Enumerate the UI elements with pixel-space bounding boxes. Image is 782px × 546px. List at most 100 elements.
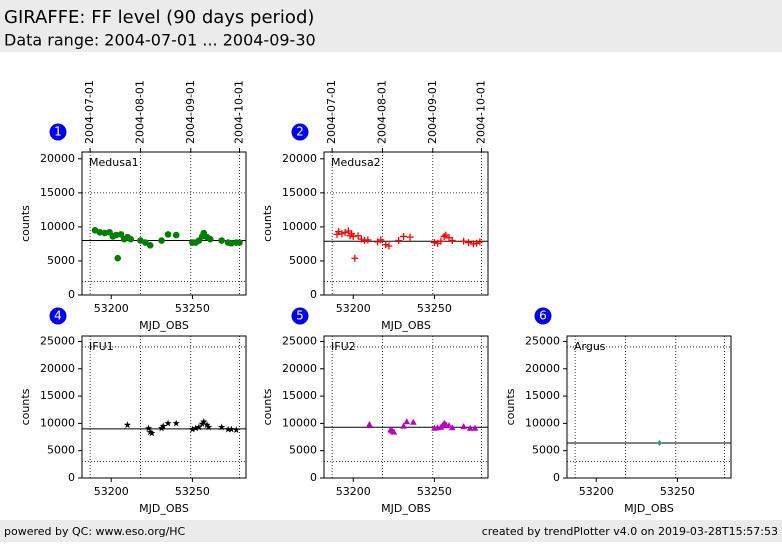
y-tick-label: 20000 [40,152,75,165]
point [364,236,372,244]
point [232,426,240,434]
point [385,242,393,250]
point [377,236,385,244]
y-tick-label: 10000 [282,416,317,429]
date-tick-label: 2004-07-01 [325,80,338,144]
point [195,423,203,431]
point [203,421,211,429]
y-axis-label: counts [261,205,274,242]
panel-number: 1 [54,125,62,139]
point [192,424,200,432]
y-tick-label: 5000 [47,254,75,267]
y-tick-label: 25000 [282,334,317,347]
panel-number: 6 [539,309,547,323]
point [460,237,468,245]
y-tick-label: 15000 [282,186,317,199]
point [476,238,484,246]
point [361,237,369,245]
y-tick-label: 15000 [40,389,75,402]
point [354,232,362,240]
point [448,424,456,431]
x-tick-label: 53250 [175,485,210,498]
point [146,428,154,436]
x-tick-label: 53200 [336,485,371,498]
point [205,423,213,431]
point [351,254,359,262]
point [218,423,226,431]
plot-frame [81,151,247,296]
point [236,239,243,246]
x-axis-label: MJD_OBS [139,502,189,515]
point [445,422,453,429]
point [448,237,456,245]
point [227,425,235,433]
point [403,418,411,425]
y-axis-label: counts [19,205,32,242]
y-tick-label: 10000 [282,220,317,233]
point [148,429,156,437]
footer-right: created by trendPlotter v4.0 on 2019-03-… [482,525,778,538]
panel-label: Medusa2 [331,156,381,169]
point [200,417,208,425]
point [400,232,408,240]
y-tick-label: 0 [68,471,75,484]
point [96,229,104,236]
x-tick-label: 53250 [660,485,695,498]
panel-number: 4 [54,309,62,323]
point [341,228,349,236]
y-axis-label: counts [261,388,274,425]
point [466,424,474,431]
point [440,232,448,240]
x-tick-label: 53200 [336,302,371,315]
point [158,237,165,244]
point [465,239,473,247]
panel-badge [291,123,309,141]
point [338,230,346,238]
point [224,425,232,433]
panel-number: 2 [296,125,304,139]
panel-label: IFU1 [89,340,114,353]
y-tick-label: 15000 [40,186,75,199]
y-axis-label: counts [19,388,32,425]
panel-number: 5 [296,309,304,323]
y-tick-label: 5000 [47,444,75,457]
plot-frame [566,335,732,479]
point [172,419,180,427]
y-tick-label: 0 [553,471,560,484]
point [123,421,132,429]
point [101,229,109,237]
point [390,428,398,435]
point [142,239,149,246]
point [366,420,373,427]
point [460,423,467,430]
point [144,424,153,432]
point [473,239,481,247]
date-tick-label: 2004-08-01 [375,80,388,144]
point [228,239,235,247]
x-tick-label: 53200 [579,485,614,498]
point [430,239,438,247]
plot-frame [81,335,247,479]
point [357,235,365,243]
y-tick-label: 10000 [40,416,75,429]
y-tick-label: 20000 [525,362,560,375]
y-tick-label: 5000 [289,254,317,267]
y-tick-label: 15000 [282,389,317,402]
y-tick-label: 5000 [532,444,560,457]
point [146,241,154,249]
date-tick-label: 2004-09-01 [184,80,197,144]
point [406,233,414,241]
x-axis-label: MJD_OBS [381,319,431,332]
panel-label: IFU2 [331,340,356,353]
y-tick-label: 20000 [282,152,317,165]
x-tick-label: 53250 [175,302,210,315]
point [469,240,477,248]
point [172,231,180,239]
point [657,440,663,447]
plot-frame [323,151,489,296]
x-axis-label: MJD_OBS [624,502,674,515]
point [117,231,125,238]
point [112,231,120,239]
point [395,237,403,245]
x-tick-label: 53250 [417,485,452,498]
